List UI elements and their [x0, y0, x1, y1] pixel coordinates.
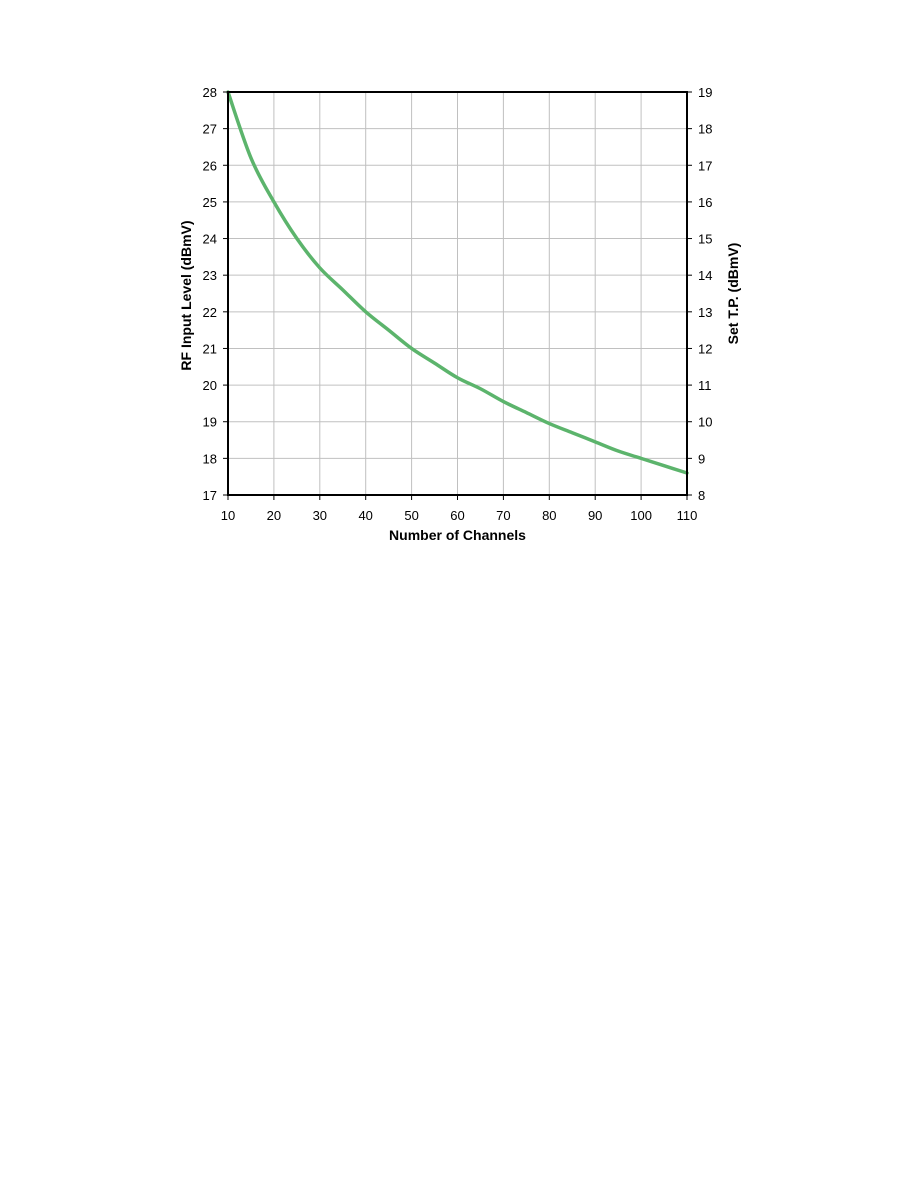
y-tick-label: 24 [203, 232, 217, 247]
y2-tick-label: 11 [698, 378, 712, 393]
y2-tick-label: 13 [698, 305, 712, 320]
y2-tick-label: 17 [698, 158, 712, 173]
y2-tick-label: 8 [698, 488, 705, 503]
y2-tick-label: 9 [698, 451, 705, 466]
y-tick-label: 18 [203, 451, 217, 466]
y-tick-label: 21 [203, 341, 217, 356]
y2-tick-label: 12 [698, 341, 712, 356]
y2-tick-label: 15 [698, 232, 712, 247]
y2-tick-label: 16 [698, 195, 712, 210]
y-tick-label: 28 [203, 85, 217, 100]
y-tick-label: 22 [203, 305, 217, 320]
series-line [226, 90, 689, 475]
x-tick-label: 40 [358, 508, 372, 523]
y-tick-label: 25 [203, 195, 217, 210]
x-tick-label: 100 [630, 508, 652, 523]
x-tick-label: 90 [588, 508, 602, 523]
y-tick-label: 19 [203, 415, 217, 430]
y2-tick-label: 10 [698, 415, 712, 430]
x-tick-label: 110 [677, 508, 698, 523]
y2-tick-label: 14 [698, 268, 712, 283]
y-tick-label: 20 [203, 378, 217, 393]
y-tick-label: 17 [203, 488, 217, 503]
y2-axis-title: Set T.P. (dBmV) [725, 243, 741, 345]
x-tick-label: 60 [450, 508, 464, 523]
y-tick-label: 23 [203, 268, 217, 283]
plot-line-layer [226, 90, 689, 475]
tick-marks-and-labels: 10 20 30 40 50 60 70 80 90 100 110 17 18 19 20 21 22 23 24… [203, 85, 713, 523]
y-axis-title: RF Input Level (dBmV) [178, 220, 194, 370]
x-tick-label: 20 [267, 508, 281, 523]
x-tick-label: 70 [496, 508, 510, 523]
grid-lines [228, 92, 687, 495]
x-axis-title: Number of Channels [389, 527, 526, 543]
x-tick-label: 50 [404, 508, 418, 523]
y2-tick-label: 18 [698, 122, 712, 137]
x-tick-label: 30 [313, 508, 327, 523]
y-tick-label: 26 [203, 158, 217, 173]
x-tick-label: 10 [221, 508, 235, 523]
y-tick-label: 27 [203, 122, 217, 137]
x-tick-label: 80 [542, 508, 556, 523]
y2-tick-label: 19 [698, 85, 712, 100]
